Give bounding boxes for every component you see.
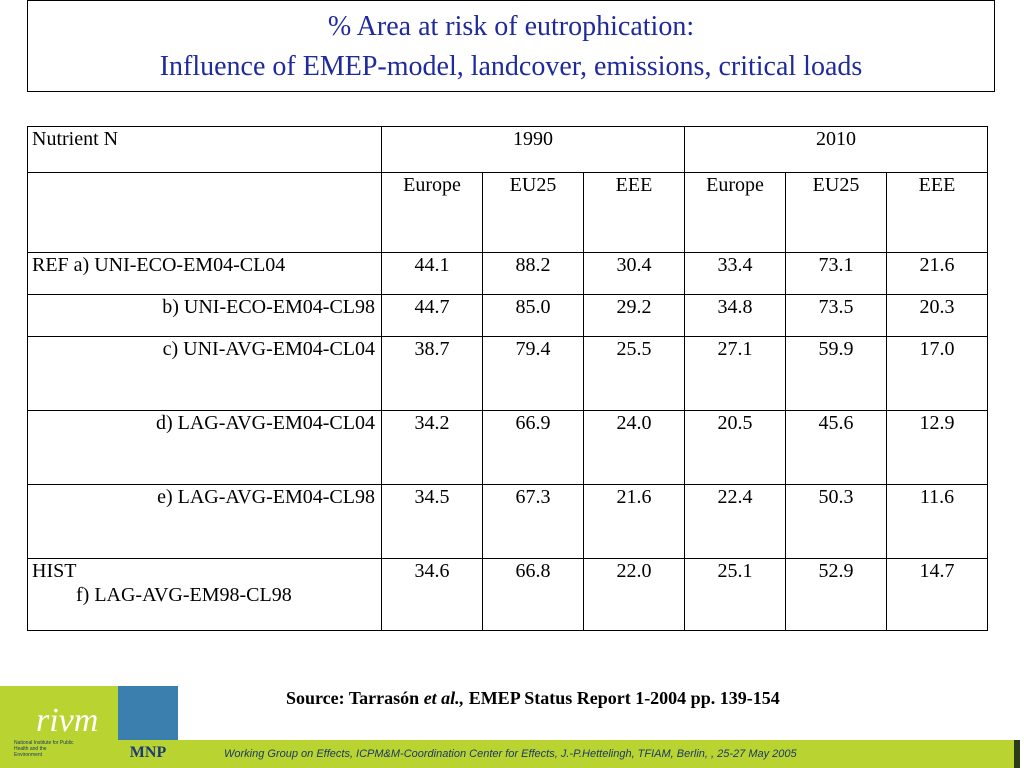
footer-bar: Working Group on Effects, ICPM&M-Coordin… [178, 740, 1020, 768]
table-cell: 21.6 [886, 252, 988, 295]
table-cell: 67.3 [482, 484, 584, 559]
rivm-logo: rivm [36, 702, 99, 739]
table-cell: 20.5 [684, 410, 786, 485]
table-cell: 44.7 [381, 294, 483, 337]
table-header-row: Nutrient N 1990 2010 [27, 126, 988, 173]
region-header: EU25 [482, 172, 584, 253]
rivm-logo-background [0, 686, 118, 768]
table-row: e) LAG-AVG-EM04-CL98 34.5 67.3 21.6 22.4… [27, 484, 988, 559]
table-cell: 73.5 [785, 294, 887, 337]
table-subheader-row: Europe EU25 EEE Europe EU25 EEE [27, 172, 988, 253]
region-header: Europe [381, 172, 483, 253]
year-header-2010: 2010 [684, 126, 988, 173]
table-row: REF a) UNI-ECO-EM04-CL04 44.1 88.2 30.4 … [27, 252, 988, 295]
table-row: d) LAG-AVG-EM04-CL04 34.2 66.9 24.0 20.5… [27, 410, 988, 485]
institute-name: National Institute for Public Health and… [14, 740, 74, 758]
table-cell: 20.3 [886, 294, 988, 337]
footer-edge [1014, 740, 1020, 768]
table-cell: 14.7 [886, 558, 988, 631]
table-cell: 59.9 [785, 336, 887, 411]
row-label: d) LAG-AVG-EM04-CL04 [155, 412, 375, 434]
empty-cell [27, 172, 382, 253]
row-label: REF a) UNI-ECO-EM04-CL04 [27, 252, 382, 295]
table-cell: 38.7 [381, 336, 483, 411]
source-citation: Source: Tarrasón et al., EMEP Status Rep… [286, 688, 780, 709]
row-label-cell: HIST f) LAG-AVG-EM98-CL98 [27, 558, 382, 631]
table-cell: 33.4 [684, 252, 786, 295]
table-cell: 50.3 [785, 484, 887, 559]
row-label: f) LAG-AVG-EM98-CL98 [76, 584, 292, 606]
row-label-cell: e) LAG-AVG-EM04-CL98 [27, 484, 382, 559]
table-cell: 22.4 [684, 484, 786, 559]
footer-text: Working Group on Effects, ICPM&M-Coordin… [224, 748, 797, 760]
source-italic: et al., [423, 688, 465, 708]
row-label: c) UNI-AVG-EM04-CL04 [162, 338, 375, 360]
source-prefix: Source: Tarrasón [286, 688, 424, 708]
table-cell: 12.9 [886, 410, 988, 485]
row-label-cell: c) UNI-AVG-EM04-CL04 [27, 336, 382, 411]
row-label-group: HIST [32, 560, 77, 582]
year-header-1990: 1990 [381, 126, 685, 173]
row-label: e) LAG-AVG-EM04-CL98 [157, 486, 375, 508]
table-cell: 25.5 [583, 336, 685, 411]
table-cell: 45.6 [785, 410, 887, 485]
table-cell: 17.0 [886, 336, 988, 411]
mnp-logo: MNP [118, 740, 178, 768]
results-table: Nutrient N 1990 2010 Europe EU25 EEE Eur… [27, 126, 988, 631]
region-header: EEE [583, 172, 685, 253]
region-header: Europe [684, 172, 786, 253]
logo-blue-block [118, 686, 178, 740]
table-cell: 34.5 [381, 484, 483, 559]
title-box: % Area at risk of eutrophication: Influe… [27, 0, 995, 92]
row-label-cell: b) UNI-ECO-EM04-CL98 [27, 294, 382, 337]
table-cell: 79.4 [482, 336, 584, 411]
table-cell: 22.0 [583, 558, 685, 631]
row-label-cell: d) LAG-AVG-EM04-CL04 [27, 410, 382, 485]
table-cell: 27.1 [684, 336, 786, 411]
table-cell: 44.1 [381, 252, 483, 295]
title-line-1: % Area at risk of eutrophication: [327, 11, 695, 42]
table-cell: 66.9 [482, 410, 584, 485]
source-suffix: EMEP Status Report 1-2004 pp. 139-154 [464, 688, 780, 708]
table-cell: 73.1 [785, 252, 887, 295]
title-line-2: Influence of EMEP-model, landcover, emis… [159, 51, 863, 82]
table-cell: 34.6 [381, 558, 483, 631]
row-label: b) UNI-ECO-EM04-CL98 [162, 296, 375, 318]
table-cell: 29.2 [583, 294, 685, 337]
table-cell: 52.9 [785, 558, 887, 631]
table-cell: 88.2 [482, 252, 584, 295]
table-cell: 21.6 [583, 484, 685, 559]
table-cell: 34.2 [381, 410, 483, 485]
table-cell: 85.0 [482, 294, 584, 337]
table-cell: 11.6 [886, 484, 988, 559]
table-cell: 34.8 [684, 294, 786, 337]
table-cell: 30.4 [583, 252, 685, 295]
table-row: b) UNI-ECO-EM04-CL98 44.7 85.0 29.2 34.8… [27, 294, 988, 337]
table-row: c) UNI-AVG-EM04-CL04 38.7 79.4 25.5 27.1… [27, 336, 988, 411]
table-row: HIST f) LAG-AVG-EM98-CL98 34.6 66.8 22.0… [27, 558, 988, 631]
region-header: EEE [886, 172, 988, 253]
table-cell: 25.1 [684, 558, 786, 631]
region-header: EU25 [785, 172, 887, 253]
table-cell: 24.0 [583, 410, 685, 485]
corner-label: Nutrient N [27, 126, 382, 173]
table-cell: 66.8 [482, 558, 584, 631]
